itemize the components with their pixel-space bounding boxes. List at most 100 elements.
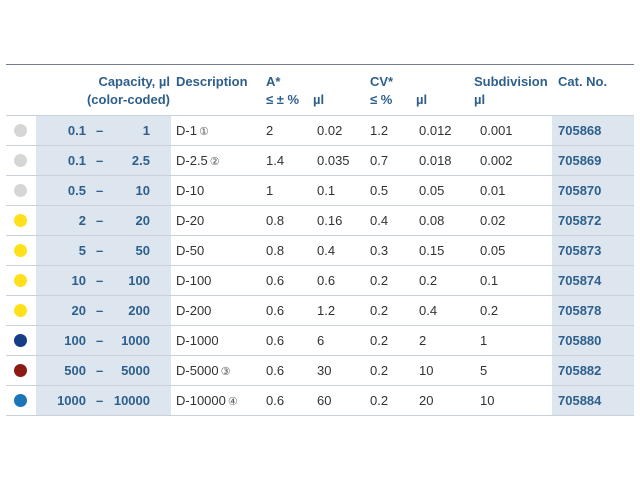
capacity-dash: – xyxy=(96,273,104,288)
subdivision: 0.05 xyxy=(480,243,506,258)
description-text: D-2.5 xyxy=(176,153,208,168)
cat-number-cell xyxy=(552,206,634,235)
cat-number-cell xyxy=(552,326,634,355)
capacity-dash: – xyxy=(96,363,104,378)
capacity-min: 2 xyxy=(78,213,86,228)
accuracy-percent: 0.8 xyxy=(266,213,285,228)
capacity-dash: – xyxy=(96,303,104,318)
description-text: D-100 xyxy=(176,273,212,288)
description: D-1000 xyxy=(176,326,219,355)
table-row: 20– 200 D-200 0.6 1.2 0.2 0.4 0.2 705878 xyxy=(6,296,634,326)
cv-ul: 0.012 xyxy=(419,123,452,138)
header-accuracy-pct: ≤ ± % xyxy=(266,92,300,107)
capacity-max: 5000 xyxy=(121,363,150,378)
cat-number-cell xyxy=(552,236,634,265)
cv-percent: 0.2 xyxy=(370,273,389,288)
color-code-cell xyxy=(6,206,35,235)
cat-number: 705873 xyxy=(558,243,602,258)
subdivision: 0.2 xyxy=(480,303,499,318)
description: D-10000 ④ xyxy=(176,386,238,417)
description-text: D-10000 xyxy=(176,393,226,408)
color-code-cell xyxy=(6,116,35,145)
color-code-cell xyxy=(6,386,35,415)
description: D-20 xyxy=(176,206,204,235)
pipette-spec-table: Capacity, µl (color-coded) Description A… xyxy=(6,64,634,416)
color-code-cell xyxy=(6,236,35,265)
capacity-dash: – xyxy=(96,123,104,138)
subdivision: 0.1 xyxy=(480,273,499,288)
table-row: 0.1– 1 D-1 ① 2 0.02 1.2 0.012 0.001 705868 xyxy=(6,116,634,146)
capacity-cell xyxy=(36,146,171,175)
color-dot-icon xyxy=(14,184,27,197)
table-row: 10– 100 D-100 0.6 0.6 0.2 0.2 0.1 705874 xyxy=(6,266,634,296)
subdivision: 0.001 xyxy=(480,123,513,138)
color-code-cell xyxy=(6,176,35,205)
capacity-max: 10 xyxy=(135,183,150,198)
cv-ul: 20 xyxy=(419,393,434,408)
accuracy-ul: 6 xyxy=(317,333,325,348)
table-row: 0.5–10 D-10 1 0.1 0.5 0.05 0.01 705870 xyxy=(6,176,634,206)
cv-ul: 0.4 xyxy=(419,303,438,318)
accuracy-ul: 30 xyxy=(317,363,332,378)
cat-number-cell xyxy=(552,356,634,385)
capacity-max: 2.5 xyxy=(131,153,150,168)
description-text: D-1 xyxy=(176,123,197,138)
capacity-max: 20 xyxy=(135,213,150,228)
cat-number: 705870 xyxy=(558,183,602,198)
subdivision: 0.002 xyxy=(480,153,513,168)
cat-number: 705868 xyxy=(558,123,602,138)
table-row: 500– 5000 D-5000 ③ 0.6 30 0.2 10 5 705882 xyxy=(6,356,634,386)
table-header: Capacity, µl (color-coded) Description A… xyxy=(6,65,634,116)
table-body: 0.1–1 D-1 ① 2 0.02 1.2 0.012 0.001 705868 0.1–2.5… xyxy=(6,116,634,416)
cv-ul: 0.15 xyxy=(419,243,445,258)
cat-number-cell xyxy=(552,386,634,415)
cv-percent: 0.2 xyxy=(370,363,389,378)
accuracy-percent: 0.6 xyxy=(266,303,285,318)
color-dot-icon xyxy=(14,394,27,407)
accuracy-ul: 0.16 xyxy=(317,213,343,228)
accuracy-ul: 0.035 xyxy=(317,153,350,168)
footnote-marker: ④ xyxy=(227,396,238,408)
capacity-max: 200 xyxy=(128,303,150,318)
cv-ul: 2 xyxy=(419,333,427,348)
capacity-cell xyxy=(36,236,171,265)
color-code-cell xyxy=(6,146,35,175)
capacity-cell xyxy=(36,326,171,355)
cat-number-cell xyxy=(552,266,634,295)
cat-number-cell xyxy=(552,146,634,175)
cat-number: 705884 xyxy=(558,393,602,408)
capacity-dash: – xyxy=(96,393,104,408)
cat-number: 705874 xyxy=(558,273,602,288)
cat-number-cell xyxy=(552,116,634,145)
header-capacity: Capacity, µl xyxy=(98,74,170,89)
cv-percent: 0.2 xyxy=(370,333,389,348)
table-row: 1000–10000 D-10000 ④ 0.6 60 0.2 20 10 705884 xyxy=(6,386,634,416)
accuracy-percent: 0.8 xyxy=(266,243,285,258)
cat-number-cell xyxy=(552,176,634,205)
description-text: D-50 xyxy=(176,243,205,258)
accuracy-percent: 0.6 xyxy=(266,273,285,288)
description: D-2.5 ② xyxy=(176,146,220,177)
capacity-cell xyxy=(36,116,171,145)
cv-ul: 0.08 xyxy=(419,213,445,228)
description-text: D-200 xyxy=(176,303,212,318)
header-cv: CV* xyxy=(370,74,394,89)
capacity-dash: – xyxy=(96,183,104,198)
table-row: 0.1– 2.5 D-2.5 ② 1.4 0.035 0.7 0.018 0.002 705869 xyxy=(6,146,634,176)
table-row: 5– 50 D-50 0.8 0.4 0.3 0.15 0.05 705873 xyxy=(6,236,634,266)
header-subdivision-ul: µl xyxy=(474,92,486,107)
capacity-cell xyxy=(36,356,171,385)
subdivision: 5 xyxy=(480,363,488,378)
color-dot-icon xyxy=(14,154,27,167)
accuracy-ul: 60 xyxy=(317,393,332,408)
accuracy-ul: 0.1 xyxy=(317,183,336,198)
accuracy-percent: 0.6 xyxy=(266,333,285,348)
cat-number: 705882 xyxy=(558,363,602,378)
subdivision: 10 xyxy=(480,393,495,408)
color-dot-icon xyxy=(14,304,27,317)
cat-number: 705878 xyxy=(558,303,602,318)
capacity-max: 1 xyxy=(142,123,150,138)
cv-ul: 0.018 xyxy=(419,153,452,168)
capacity-max: 10000 xyxy=(113,393,150,408)
color-code-cell xyxy=(6,326,35,355)
